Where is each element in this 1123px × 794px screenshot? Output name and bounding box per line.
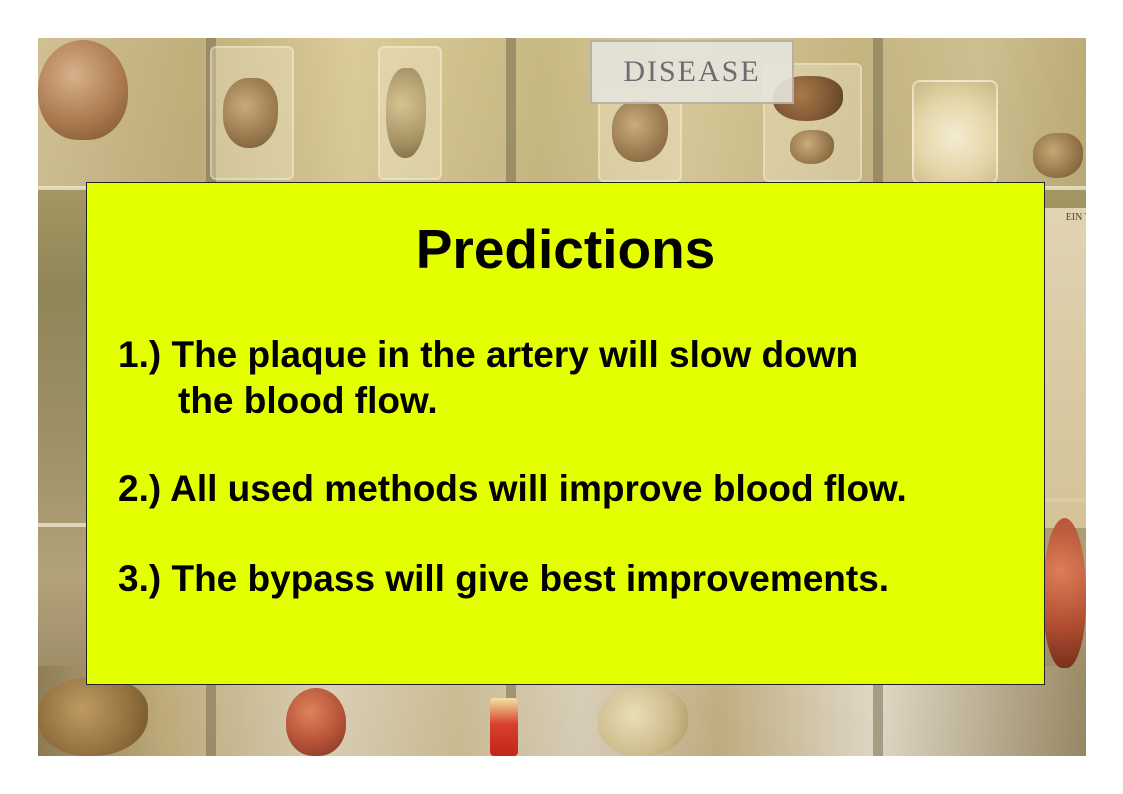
specimen xyxy=(612,100,668,162)
prediction-text: The plaque in the artery will slow down xyxy=(171,334,859,375)
prediction-number: 1.) xyxy=(118,334,162,375)
prediction-text: the blood flow. xyxy=(178,380,438,421)
anatomy-poster: EIN TH xyxy=(1043,208,1086,528)
specimen xyxy=(223,78,278,148)
prediction-text: All used methods will improve blood flow… xyxy=(170,468,907,509)
disease-sign-text: DISEASE xyxy=(623,55,761,88)
prediction-1-continuation: the blood flow. xyxy=(178,378,438,424)
specimen xyxy=(598,688,688,756)
specimen xyxy=(386,68,426,158)
heart-model xyxy=(1043,518,1086,668)
prediction-number: 2.) xyxy=(118,468,162,509)
prediction-2: 2.) All used methods will improve blood … xyxy=(118,466,907,512)
test-tube xyxy=(490,698,518,756)
prediction-1: 1.) The plaque in the artery will slow d… xyxy=(118,332,858,378)
specimen xyxy=(1033,133,1083,178)
prediction-number: 3.) xyxy=(118,558,162,599)
slide-title: Predictions xyxy=(415,218,716,280)
heart-specimen xyxy=(38,40,128,140)
disease-sign: DISEASE xyxy=(590,40,794,104)
prediction-text: The bypass will give best improvements. xyxy=(171,558,890,599)
brain-specimen xyxy=(912,80,998,184)
display-shelf xyxy=(38,523,88,527)
poster-text: EIN TH xyxy=(1065,212,1086,223)
specimen xyxy=(38,678,148,756)
specimen xyxy=(790,130,834,164)
prediction-3: 3.) The bypass will give best improvemen… xyxy=(118,556,889,602)
predictions-panel xyxy=(86,182,1045,685)
heart-model xyxy=(286,688,346,756)
